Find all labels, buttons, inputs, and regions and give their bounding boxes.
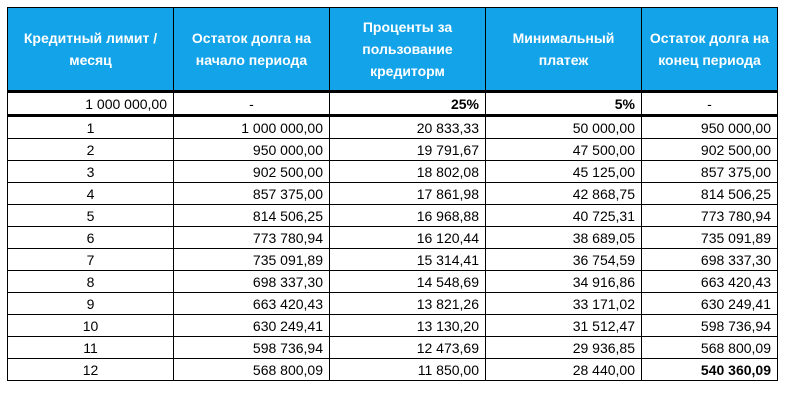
table-row: 9 663 420,43 13 821,26 33 171,02 630 249,41 (7, 292, 778, 315)
table-row: 5 814 506,25 16 968,88 40 725,31 773 780,94 (7, 204, 778, 227)
interest-cell[interactable]: 19 791,67 (329, 138, 486, 161)
start-balance-cell[interactable]: 857 375,00 (173, 182, 330, 205)
table-row: 10 630 249,41 13 130,20 31 512,47 598 736,94 (7, 314, 778, 337)
end-balance-cell[interactable]: 773 780,94 (641, 204, 778, 227)
end-balance-cell[interactable]: 663 420,43 (641, 270, 778, 293)
min-payment-cell[interactable]: 34 916,86 (485, 270, 642, 293)
start-balance-cell[interactable]: 598 736,94 (173, 336, 330, 359)
min-payment-cell[interactable]: 50 000,00 (485, 115, 642, 139)
min-payment-cell[interactable]: 38 689,05 (485, 226, 642, 249)
month-cell[interactable]: 8 (7, 270, 174, 293)
interest-cell[interactable]: 16 968,88 (329, 204, 486, 227)
interest-cell[interactable]: 17 861,98 (329, 182, 486, 205)
min-payment-cell[interactable]: 40 725,31 (485, 204, 642, 227)
table-row: 6 773 780,94 16 120,44 38 689,05 735 091,89 (7, 226, 778, 249)
month-cell[interactable]: 10 (7, 314, 174, 337)
month-cell[interactable]: 11 (7, 336, 174, 359)
month-cell[interactable]: 4 (7, 182, 174, 205)
min-payment-cell[interactable]: 29 936,85 (485, 336, 642, 359)
interest-cell[interactable]: 12 473,69 (329, 336, 486, 359)
month-cell[interactable]: 1 (7, 115, 174, 139)
min-payment-cell[interactable]: 45 125,00 (485, 160, 642, 183)
interest-cell[interactable]: 15 314,41 (329, 248, 486, 271)
start-balance-param-cell[interactable]: - (173, 91, 330, 117)
table-row: 11 598 736,94 12 473,69 29 936,85 568 800,09 (7, 336, 778, 359)
start-balance-cell[interactable]: 663 420,43 (173, 292, 330, 315)
header-start-balance[interactable]: Остаток долга на начало периода (173, 7, 330, 93)
end-balance-cell[interactable]: 568 800,09 (641, 336, 778, 359)
spreadsheet: Кредитный лимит / месяц Остаток долга на… (7, 7, 778, 381)
header-interest[interactable]: Проценты за пользование кредиторм (329, 7, 486, 93)
interest-cell[interactable]: 20 833,33 (329, 115, 486, 139)
start-balance-cell[interactable]: 814 506,25 (173, 204, 330, 227)
min-payment-cell[interactable]: 36 754,59 (485, 248, 642, 271)
month-cell[interactable]: 12 (7, 358, 174, 381)
interest-cell[interactable]: 13 821,26 (329, 292, 486, 315)
end-balance-param-cell[interactable]: - (641, 91, 778, 117)
end-balance-cell[interactable]: 698 337,30 (641, 248, 778, 271)
start-balance-cell[interactable]: 902 500,00 (173, 160, 330, 183)
end-balance-cell[interactable]: 857 375,00 (641, 160, 778, 183)
table-row: 2 950 000,00 19 791,67 47 500,00 902 500,00 (7, 138, 778, 161)
interest-cell[interactable]: 13 130,20 (329, 314, 486, 337)
month-cell[interactable]: 7 (7, 248, 174, 271)
interest-cell[interactable]: 11 850,00 (329, 358, 486, 381)
header-end-balance[interactable]: Остаток долга на конец периода (641, 7, 778, 93)
start-balance-cell[interactable]: 698 337,30 (173, 270, 330, 293)
month-cell[interactable]: 6 (7, 226, 174, 249)
end-balance-cell[interactable]: 735 091,89 (641, 226, 778, 249)
start-balance-cell[interactable]: 773 780,94 (173, 226, 330, 249)
interest-cell[interactable]: 18 802,08 (329, 160, 486, 183)
header-row: Кредитный лимит / месяц Остаток долга на… (7, 7, 778, 93)
month-cell[interactable]: 9 (7, 292, 174, 315)
end-balance-cell[interactable]: 630 249,41 (641, 292, 778, 315)
month-cell[interactable]: 3 (7, 160, 174, 183)
interest-cell[interactable]: 16 120,44 (329, 226, 486, 249)
month-cell[interactable]: 2 (7, 138, 174, 161)
start-balance-cell[interactable]: 735 091,89 (173, 248, 330, 271)
min-payment-cell[interactable]: 31 512,47 (485, 314, 642, 337)
min-payment-cell[interactable]: 33 171,02 (485, 292, 642, 315)
start-balance-cell[interactable]: 630 249,41 (173, 314, 330, 337)
table-row: 8 698 337,30 14 548,69 34 916,86 663 420,43 (7, 270, 778, 293)
params-row: 1 000 000,00 - 25% 5% - (7, 91, 778, 117)
end-balance-cell[interactable]: 902 500,00 (641, 138, 778, 161)
end-balance-cell[interactable]: 950 000,00 (641, 115, 778, 139)
table-row: 4 857 375,00 17 861,98 42 868,75 814 506,25 (7, 182, 778, 205)
end-balance-cell[interactable]: 598 736,94 (641, 314, 778, 337)
end-balance-cell[interactable]: 540 360,09 (641, 358, 778, 381)
table-row: 12 568 800,09 11 850,00 28 440,00 540 360,09 (7, 358, 778, 381)
min-payment-cell[interactable]: 28 440,00 (485, 358, 642, 381)
table-row: 3 902 500,00 18 802,08 45 125,00 857 375,00 (7, 160, 778, 183)
month-cell[interactable]: 5 (7, 204, 174, 227)
interest-rate-cell[interactable]: 25% (329, 91, 486, 117)
credit-schedule-table: Кредитный лимит / месяц Остаток долга на… (7, 7, 778, 381)
min-payment-cell[interactable]: 47 500,00 (485, 138, 642, 161)
min-payment-rate-cell[interactable]: 5% (485, 91, 642, 117)
end-balance-cell[interactable]: 814 506,25 (641, 182, 778, 205)
start-balance-cell[interactable]: 568 800,09 (173, 358, 330, 381)
min-payment-cell[interactable]: 42 868,75 (485, 182, 642, 205)
credit-limit-cell[interactable]: 1 000 000,00 (7, 91, 174, 117)
interest-cell[interactable]: 14 548,69 (329, 270, 486, 293)
header-credit-limit[interactable]: Кредитный лимит / месяц (7, 7, 174, 93)
header-min-payment[interactable]: Минимальный платеж (485, 7, 642, 93)
start-balance-cell[interactable]: 950 000,00 (173, 138, 330, 161)
start-balance-cell[interactable]: 1 000 000,00 (173, 115, 330, 139)
table-row: 7 735 091,89 15 314,41 36 754,59 698 337,30 (7, 248, 778, 271)
